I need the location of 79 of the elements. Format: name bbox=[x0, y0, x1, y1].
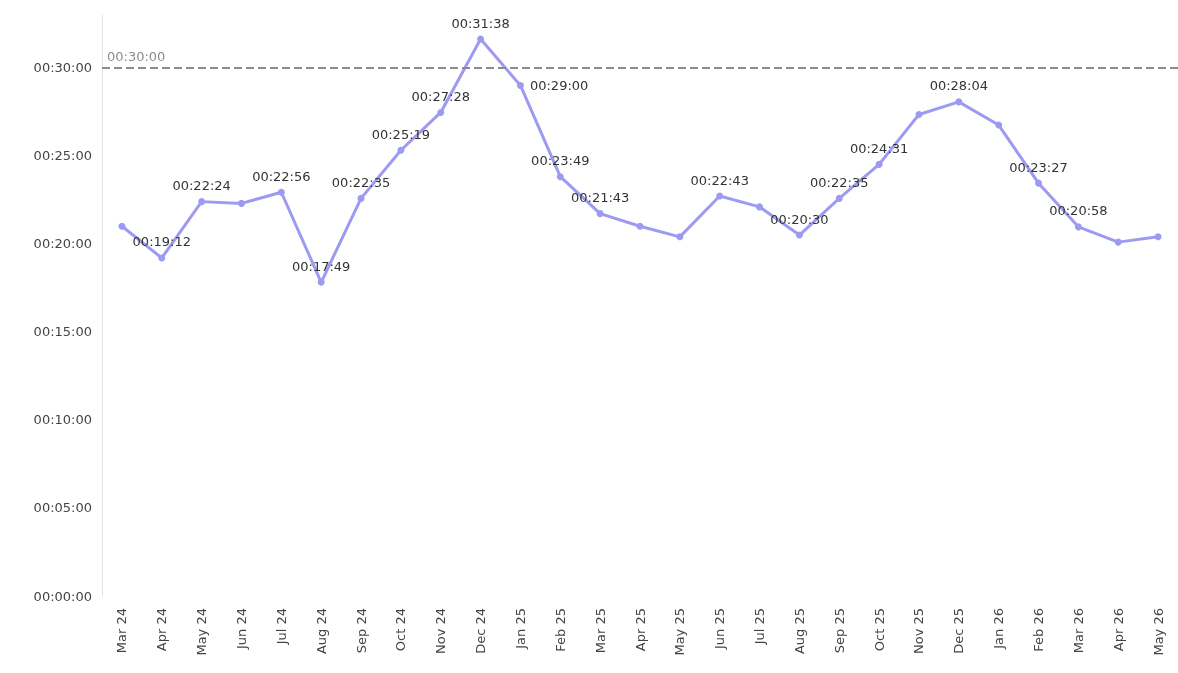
data-label: 00:19:12 bbox=[132, 234, 191, 250]
data-label: 00:28:04 bbox=[929, 78, 989, 94]
point bbox=[556, 173, 564, 181]
x-tick-label: Apr 24 bbox=[154, 608, 170, 652]
point bbox=[357, 194, 365, 202]
y-tick-label: 00:30:00 bbox=[33, 60, 92, 76]
point bbox=[756, 203, 764, 211]
data-label: 00:20:30 bbox=[770, 211, 829, 227]
x-tick-label: Jul 24 bbox=[273, 608, 289, 646]
point bbox=[1154, 233, 1162, 241]
x-tick-label: Apr 26 bbox=[1110, 608, 1126, 652]
x-tick-label: Jun 24 bbox=[233, 608, 249, 650]
data-label: 00:22:35 bbox=[331, 174, 391, 190]
data-label: 00:23:49 bbox=[531, 153, 590, 169]
x-tick-label: Feb 25 bbox=[552, 608, 568, 652]
point bbox=[237, 199, 245, 207]
point bbox=[198, 198, 206, 206]
x-tick-label: Sep 25 bbox=[831, 608, 847, 654]
data-label: 00:22:56 bbox=[252, 168, 311, 184]
point bbox=[1074, 223, 1082, 231]
x-tick-label: Feb 26 bbox=[1031, 608, 1047, 652]
data-label: 00:22:43 bbox=[690, 172, 749, 188]
x-tick-label: Mar 25 bbox=[592, 608, 608, 654]
point bbox=[875, 160, 883, 168]
x-tick-label: Aug 24 bbox=[313, 608, 329, 655]
x-tick-label: Apr 25 bbox=[632, 608, 648, 652]
x-tick-label: Oct 25 bbox=[871, 608, 887, 652]
x-tick-label: Nov 25 bbox=[911, 608, 927, 655]
point bbox=[915, 110, 923, 118]
y-tick-label: 00:05:00 bbox=[33, 500, 92, 516]
data-label: 00:31:38 bbox=[451, 15, 510, 31]
data-label: 00:27:28 bbox=[411, 88, 470, 104]
x-tick-label: Jan 25 bbox=[512, 608, 528, 650]
point bbox=[477, 35, 485, 43]
y-tick-label: 00:20:00 bbox=[33, 236, 92, 252]
point bbox=[596, 210, 604, 218]
point bbox=[716, 192, 724, 200]
y-tick-label: 00:25:00 bbox=[33, 148, 92, 164]
x-tick-label: May 24 bbox=[194, 608, 210, 656]
ref-line-label: 00:30:00 bbox=[107, 48, 166, 64]
data-label: 00:23:27 bbox=[1009, 159, 1068, 175]
data-label: 00:17:49 bbox=[291, 258, 351, 274]
x-tick-label: Aug 25 bbox=[791, 608, 807, 655]
x-tick-label: Jan 26 bbox=[991, 608, 1007, 650]
y-tick-label: 00:00:00 bbox=[33, 588, 92, 604]
point bbox=[437, 108, 445, 116]
point bbox=[835, 194, 843, 202]
point bbox=[158, 254, 166, 262]
x-tick-label: Jun 25 bbox=[712, 608, 728, 650]
point bbox=[516, 81, 524, 89]
data-label: 00:21:43 bbox=[570, 190, 630, 206]
point bbox=[955, 98, 963, 106]
x-tick-label: Mar 26 bbox=[1070, 608, 1086, 654]
data-label: 00:29:00 bbox=[529, 77, 589, 93]
data-label: 00:24:31 bbox=[849, 140, 909, 156]
x-tick-label: Jul 25 bbox=[752, 608, 768, 646]
data-label: 00:25:19 bbox=[371, 126, 431, 142]
data-label: 00:22:35 bbox=[810, 174, 869, 190]
x-tick-label: Sep 24 bbox=[353, 608, 369, 654]
data-label: 00:20:58 bbox=[1049, 203, 1108, 219]
x-tick-label: Mar 24 bbox=[114, 608, 130, 654]
point bbox=[1114, 238, 1122, 246]
x-tick-label: Dec 25 bbox=[951, 608, 967, 654]
point bbox=[795, 231, 803, 239]
point bbox=[277, 188, 285, 196]
point bbox=[636, 222, 644, 230]
data-label: 00:22:24 bbox=[172, 178, 231, 194]
x-tick-label: May 25 bbox=[672, 608, 688, 656]
x-tick-label: May 26 bbox=[1150, 608, 1166, 656]
point bbox=[397, 146, 405, 154]
point bbox=[118, 222, 126, 230]
x-tick-label: Nov 24 bbox=[433, 608, 449, 655]
point bbox=[995, 121, 1003, 129]
point bbox=[676, 233, 684, 241]
x-tick-label: Dec 24 bbox=[473, 608, 489, 654]
x-tick-label: Oct 24 bbox=[393, 608, 409, 652]
y-tick-label: 00:15:00 bbox=[33, 324, 92, 340]
point bbox=[1035, 179, 1043, 187]
y-tick-label: 00:10:00 bbox=[33, 412, 92, 428]
